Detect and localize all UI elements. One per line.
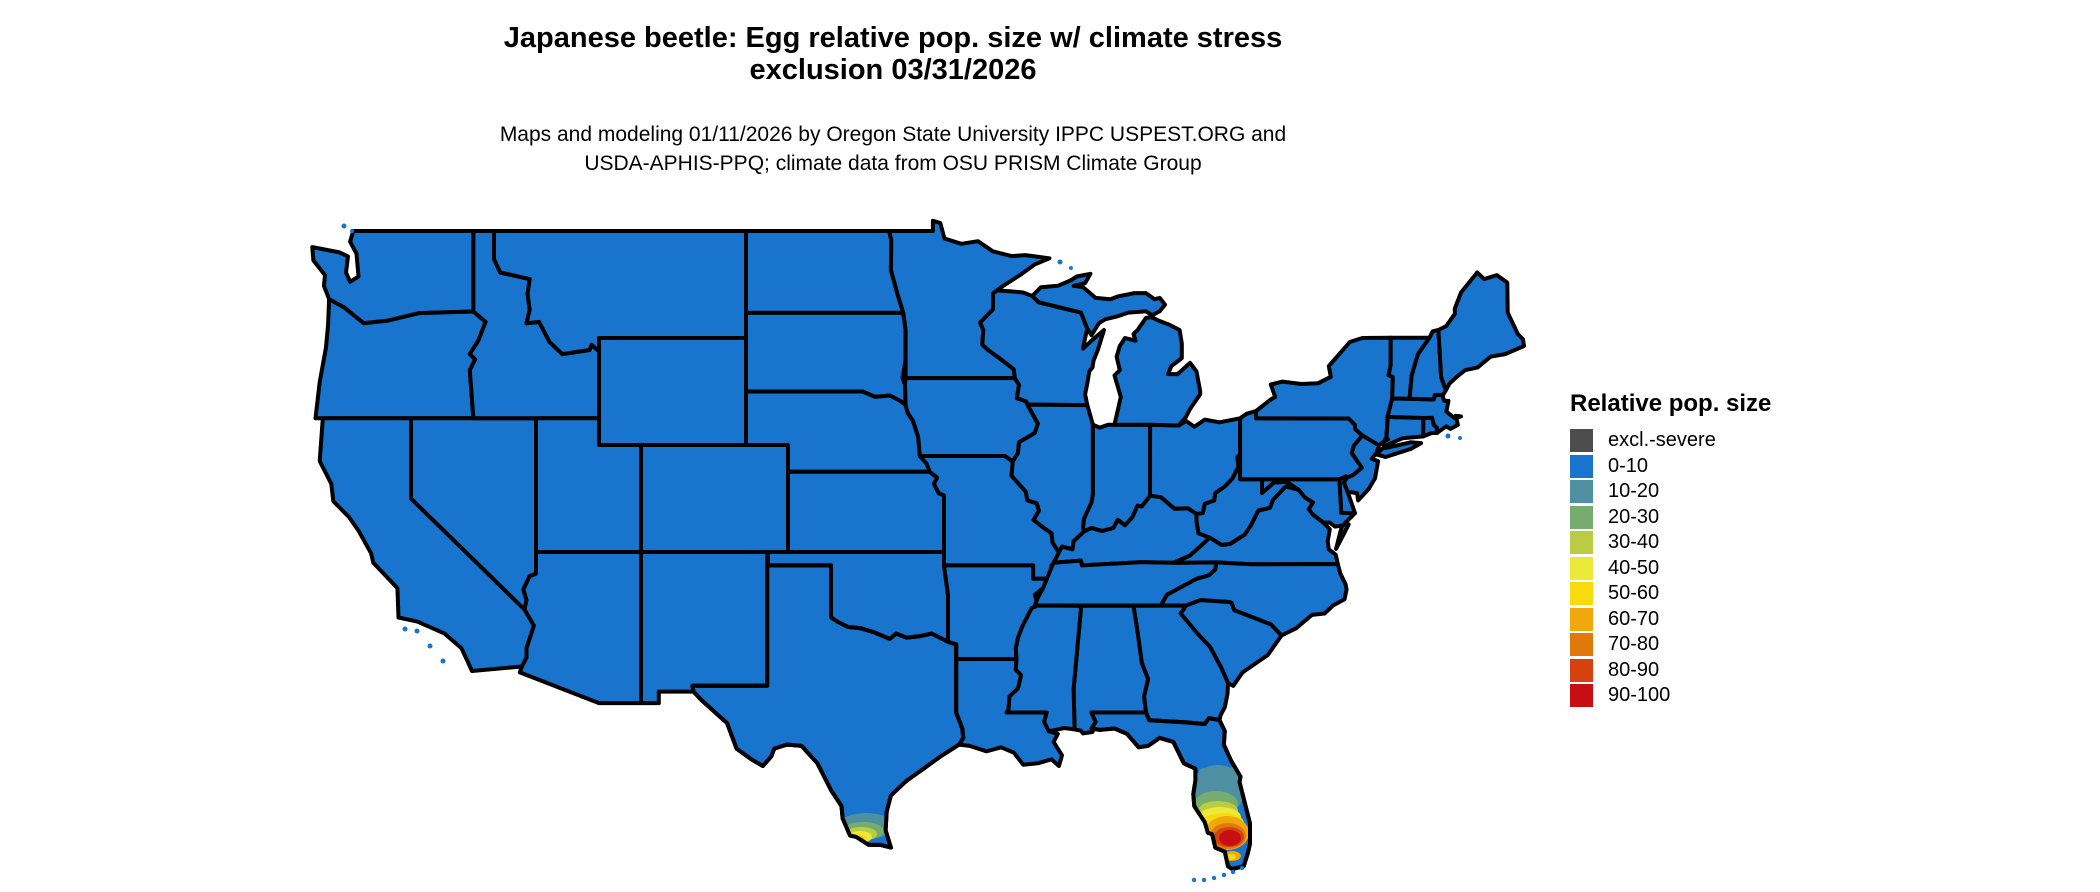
legend-item: 50-60 bbox=[1570, 582, 1771, 605]
state-mi_upper bbox=[1030, 271, 1167, 338]
legend-title: Relative pop. size bbox=[1570, 390, 1772, 417]
legend-item-label: 50-60 bbox=[1608, 582, 1660, 604]
heat-cell bbox=[1199, 768, 1209, 776]
legend-item: 10-20 bbox=[1570, 480, 1771, 503]
island-speck bbox=[1239, 865, 1245, 871]
island-speck bbox=[1221, 872, 1227, 878]
island-speck bbox=[350, 229, 354, 233]
island-speck bbox=[1069, 266, 1073, 270]
island-speck bbox=[1057, 259, 1063, 265]
legend-item: 60-70 bbox=[1570, 607, 1771, 631]
legend-swatch bbox=[1570, 658, 1593, 682]
island-speck bbox=[414, 628, 420, 634]
subtitle-line-2: USDA-APHIS-PPQ; climate data from OSU PR… bbox=[584, 152, 1202, 175]
heatspot-south-florida bbox=[1191, 765, 1250, 861]
figure-title: Japanese beetle: Egg relative pop. size … bbox=[0, 22, 1786, 86]
legend-swatch bbox=[1570, 505, 1593, 529]
legend-swatch bbox=[1570, 684, 1593, 707]
legend-item-label: 20-30 bbox=[1608, 505, 1660, 528]
figure-subtitle: Maps and modeling 01/11/2026 by Oregon S… bbox=[0, 120, 1786, 178]
legend-swatch bbox=[1570, 454, 1593, 478]
legend-item-label: 30-40 bbox=[1608, 531, 1660, 553]
legend-swatch bbox=[1570, 429, 1593, 452]
legend-item: 70-80 bbox=[1570, 633, 1771, 656]
legend-item-label: 70-80 bbox=[1608, 633, 1660, 655]
state-az bbox=[517, 550, 643, 706]
island-speck bbox=[402, 626, 408, 632]
state-mi_lower bbox=[1112, 315, 1203, 428]
heat-cell bbox=[1219, 830, 1241, 846]
heat-cell bbox=[1246, 786, 1250, 798]
legend-swatch bbox=[1570, 556, 1593, 580]
legend-item-label: 60-70 bbox=[1608, 607, 1660, 630]
state-nj bbox=[1341, 433, 1382, 503]
state-wi bbox=[978, 288, 1106, 408]
legend-item: 40-50 bbox=[1570, 556, 1771, 580]
legend-item: 30-40 bbox=[1570, 531, 1771, 554]
island-speck bbox=[1191, 877, 1197, 883]
state-ms bbox=[1004, 603, 1083, 734]
state-pa bbox=[1238, 409, 1365, 482]
legend-item-label: 10-20 bbox=[1608, 480, 1660, 502]
figure-header: Japanese beetle: Egg relative pop. size … bbox=[0, 22, 1786, 178]
legend-swatch bbox=[1570, 633, 1593, 656]
legend-item: 20-30 bbox=[1570, 505, 1771, 529]
island-speck bbox=[427, 643, 433, 649]
island-speck bbox=[341, 223, 347, 229]
legend-items: excl.-severe 0-10 10-20 20-30 30-40 40-50 50-6… bbox=[1570, 429, 1771, 707]
legend: Relative pop. size excl.-severe 0-10 10-20… bbox=[1570, 390, 1771, 710]
state-wy bbox=[597, 336, 748, 447]
legend-item-label: 40-50 bbox=[1608, 556, 1660, 579]
state-nd bbox=[744, 229, 906, 315]
island-speck bbox=[1445, 433, 1451, 439]
island-speck bbox=[1201, 877, 1207, 883]
subtitle-line-1: Maps and modeling 01/11/2026 by Oregon S… bbox=[499, 123, 1287, 146]
legend-item-label: 80-90 bbox=[1608, 658, 1660, 681]
heat-cell bbox=[1226, 854, 1236, 860]
title-line-2: exclusion 03/31/2026 bbox=[749, 54, 1037, 86]
state-or bbox=[313, 297, 488, 421]
state-me bbox=[1436, 270, 1526, 392]
legend-item: 0-10 bbox=[1570, 454, 1771, 478]
state-outline-tx bbox=[690, 563, 966, 850]
state-co bbox=[639, 443, 790, 554]
state-ks bbox=[786, 469, 946, 554]
island-speck bbox=[1458, 436, 1462, 440]
legend-item-label: 90-100 bbox=[1608, 684, 1671, 706]
legend-swatch bbox=[1570, 531, 1593, 554]
legend-swatch bbox=[1570, 480, 1593, 503]
legend-item: 90-100 bbox=[1570, 684, 1771, 707]
state-ny_long_island bbox=[1374, 440, 1424, 459]
state-nm bbox=[639, 550, 770, 706]
legend-item-label: excl.-severe bbox=[1608, 429, 1716, 451]
island-speck bbox=[1230, 869, 1236, 875]
island-speck bbox=[1211, 875, 1217, 881]
legend-item: 80-90 bbox=[1570, 658, 1771, 682]
island-speck bbox=[440, 658, 446, 664]
legend-item: excl.-severe bbox=[1570, 429, 1771, 452]
legend-item-label: 0-10 bbox=[1608, 454, 1649, 477]
title-line-1: Japanese beetle: Egg relative pop. size … bbox=[503, 22, 1283, 54]
legend-swatch bbox=[1570, 582, 1593, 605]
state-outline-fl bbox=[1089, 710, 1252, 871]
legend-swatch bbox=[1570, 607, 1593, 631]
